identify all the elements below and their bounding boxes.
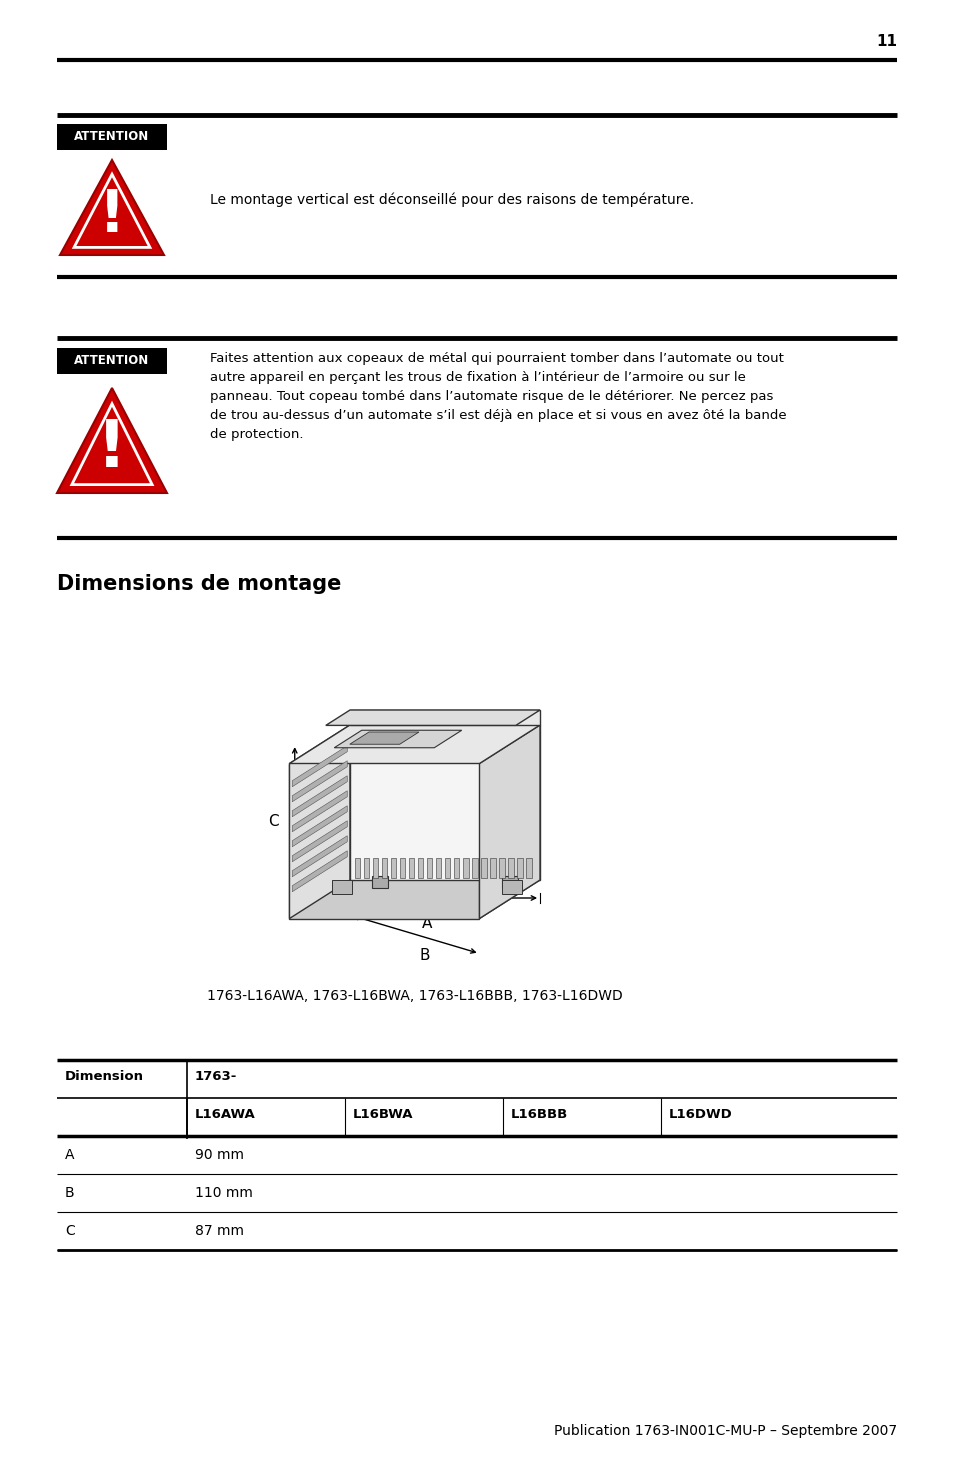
Text: 11: 11 xyxy=(875,34,896,50)
Text: 90 mm: 90 mm xyxy=(194,1148,244,1162)
Polygon shape xyxy=(292,805,347,847)
Polygon shape xyxy=(436,858,441,878)
Polygon shape xyxy=(289,764,479,919)
Text: A: A xyxy=(65,1148,74,1162)
FancyBboxPatch shape xyxy=(57,348,167,375)
Polygon shape xyxy=(480,858,486,878)
Polygon shape xyxy=(462,858,468,878)
Polygon shape xyxy=(74,174,150,248)
Polygon shape xyxy=(332,879,352,894)
Polygon shape xyxy=(417,858,423,878)
Text: Dimensions de montage: Dimensions de montage xyxy=(57,574,341,594)
Polygon shape xyxy=(444,858,450,878)
Polygon shape xyxy=(350,732,418,745)
Polygon shape xyxy=(472,858,477,878)
Polygon shape xyxy=(334,730,461,748)
Polygon shape xyxy=(501,876,517,888)
Polygon shape xyxy=(426,858,432,878)
FancyBboxPatch shape xyxy=(57,124,167,150)
Text: 1763-: 1763- xyxy=(194,1069,237,1083)
Polygon shape xyxy=(292,851,347,892)
Polygon shape xyxy=(409,858,414,878)
Polygon shape xyxy=(372,876,388,888)
Text: C: C xyxy=(268,814,278,829)
Polygon shape xyxy=(517,858,522,878)
Polygon shape xyxy=(454,858,459,878)
Polygon shape xyxy=(490,858,496,878)
Polygon shape xyxy=(508,858,514,878)
Text: A: A xyxy=(421,916,432,931)
Polygon shape xyxy=(355,858,359,878)
Polygon shape xyxy=(289,726,539,764)
Text: 87 mm: 87 mm xyxy=(194,1224,244,1238)
Polygon shape xyxy=(71,404,152,485)
Text: Dimension: Dimension xyxy=(65,1069,144,1083)
Text: B: B xyxy=(65,1186,74,1201)
Polygon shape xyxy=(292,746,347,786)
Text: L16BWA: L16BWA xyxy=(353,1108,413,1121)
Text: !: ! xyxy=(97,417,127,481)
Text: L16DWD: L16DWD xyxy=(668,1108,732,1121)
Polygon shape xyxy=(373,858,377,878)
Polygon shape xyxy=(501,879,521,894)
Polygon shape xyxy=(363,858,369,878)
Polygon shape xyxy=(479,726,539,919)
Polygon shape xyxy=(350,726,539,881)
Text: Faites attention aux copeaux de métal qui pourraient tomber dans l’automate ou t: Faites attention aux copeaux de métal qu… xyxy=(210,353,786,441)
Text: L16AWA: L16AWA xyxy=(194,1108,255,1121)
Polygon shape xyxy=(289,881,539,919)
Text: B: B xyxy=(419,948,430,963)
Text: Le montage vertical est déconseillé pour des raisons de température.: Le montage vertical est déconseillé pour… xyxy=(210,193,694,208)
Polygon shape xyxy=(292,836,347,876)
Polygon shape xyxy=(57,388,167,493)
Text: 1763-L16AWA, 1763-L16BWA, 1763-L16BBB, 1763-L16DWD: 1763-L16AWA, 1763-L16BWA, 1763-L16BBB, 1… xyxy=(207,990,622,1003)
Text: ATTENTION: ATTENTION xyxy=(74,130,150,143)
Polygon shape xyxy=(60,159,164,255)
Polygon shape xyxy=(391,858,395,878)
Polygon shape xyxy=(381,858,387,878)
Text: !: ! xyxy=(99,187,125,243)
Polygon shape xyxy=(292,791,347,832)
Polygon shape xyxy=(498,858,504,878)
Polygon shape xyxy=(292,761,347,802)
Text: 110 mm: 110 mm xyxy=(194,1186,253,1201)
Text: ATTENTION: ATTENTION xyxy=(74,354,150,367)
Text: Publication 1763-IN001C-MU-P – Septembre 2007: Publication 1763-IN001C-MU-P – Septembre… xyxy=(554,1423,896,1438)
Polygon shape xyxy=(350,709,539,726)
Text: C: C xyxy=(65,1224,74,1238)
Polygon shape xyxy=(326,709,539,726)
Polygon shape xyxy=(526,858,532,878)
Polygon shape xyxy=(292,776,347,817)
Text: L16BBB: L16BBB xyxy=(511,1108,568,1121)
Polygon shape xyxy=(399,858,405,878)
Polygon shape xyxy=(289,726,350,919)
Polygon shape xyxy=(292,820,347,861)
